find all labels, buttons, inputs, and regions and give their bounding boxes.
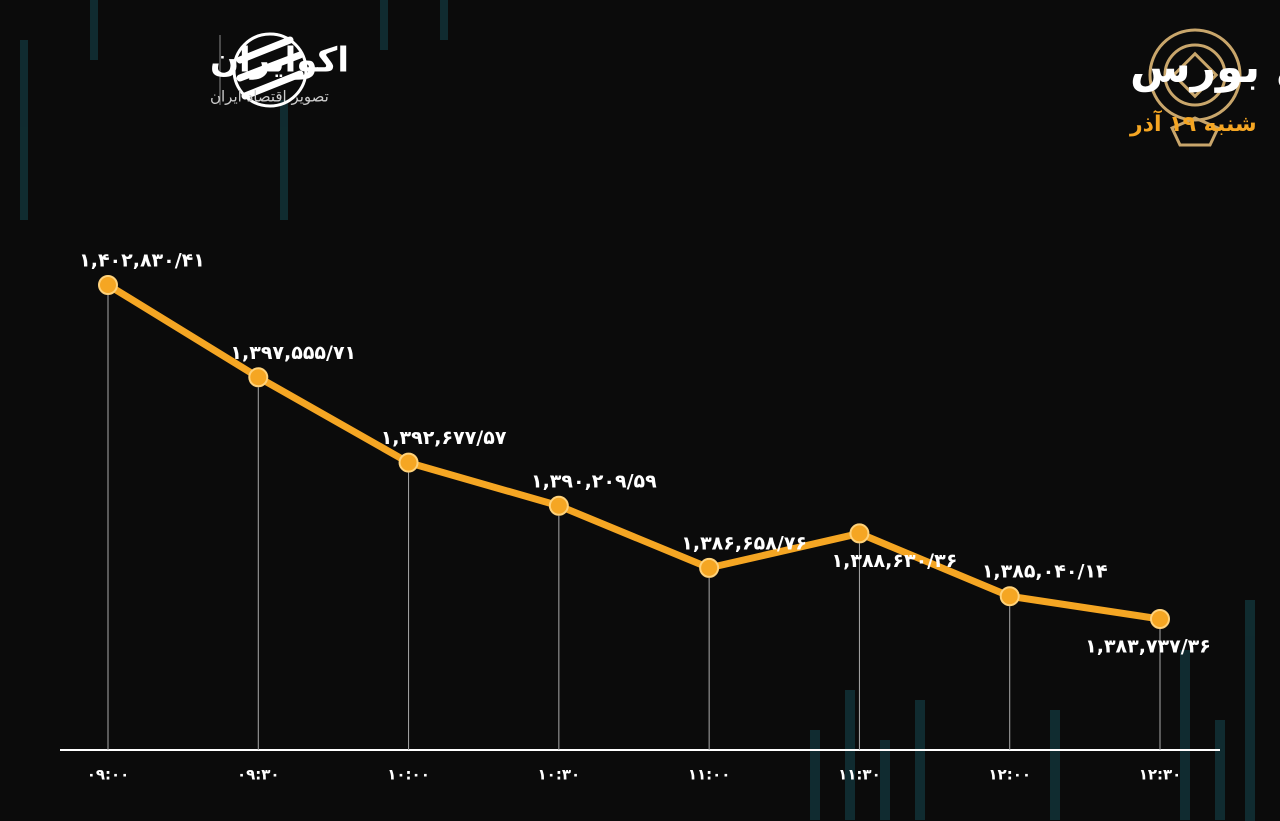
index-line: [106, 282, 1161, 623]
point: [999, 586, 1020, 607]
x-tick-label: ۱۰:۰۰: [387, 766, 430, 784]
point: [1150, 609, 1170, 629]
brand-tagline: تصویر اقتصاد ایران: [210, 88, 329, 106]
brand-logo: [232, 32, 308, 108]
emblem: [1148, 28, 1242, 147]
point: [98, 275, 118, 295]
value-label: ۱,۳۸۳,۷۳۷/۳۶: [1085, 636, 1211, 658]
value-label: ۱,۳۹۰,۲۰۹/۵۹: [531, 470, 657, 492]
brand-name: اکوایران: [210, 41, 349, 81]
point: [398, 452, 419, 473]
x-tick-label: ۰۹:۰۰: [87, 766, 130, 784]
point: [699, 557, 720, 578]
decor-candles: [20, 0, 1255, 821]
x-tick-label: ۱۲:۰۰: [988, 766, 1031, 784]
value-label: ۱,۳۸۵,۰۴۰/۱۴: [982, 561, 1108, 583]
x-tick-label: ۱۰:۳۰: [538, 766, 581, 784]
x-tick-label: ۱۲:۳۰: [1139, 766, 1182, 784]
point: [849, 523, 870, 544]
value-label: ۱,۴۰۲,۸۳۰/۴۱: [79, 250, 205, 272]
chart-title: روند شاخص کل بورس: [1130, 42, 1280, 93]
value-label: ۱,۳۸۶,۶۵۸/۷۶: [681, 532, 807, 554]
value-label: ۱,۳۹۷,۵۵۵/۷۱: [230, 342, 356, 364]
x-tick-label: ۰۹:۳۰: [237, 766, 280, 784]
point: [548, 495, 569, 516]
chart-subtitle: شنبه ۱۹ آذر: [1129, 109, 1257, 137]
value-label: ۱,۳۹۲,۶۷۷/۵۷: [381, 427, 507, 449]
x-tick-label: ۱۱:۳۰: [838, 766, 881, 784]
point: [248, 367, 269, 388]
value-label: ۱,۳۸۸,۶۳۰/۳۶: [832, 550, 958, 572]
x-tick-label: ۱۱:۰۰: [688, 766, 731, 784]
